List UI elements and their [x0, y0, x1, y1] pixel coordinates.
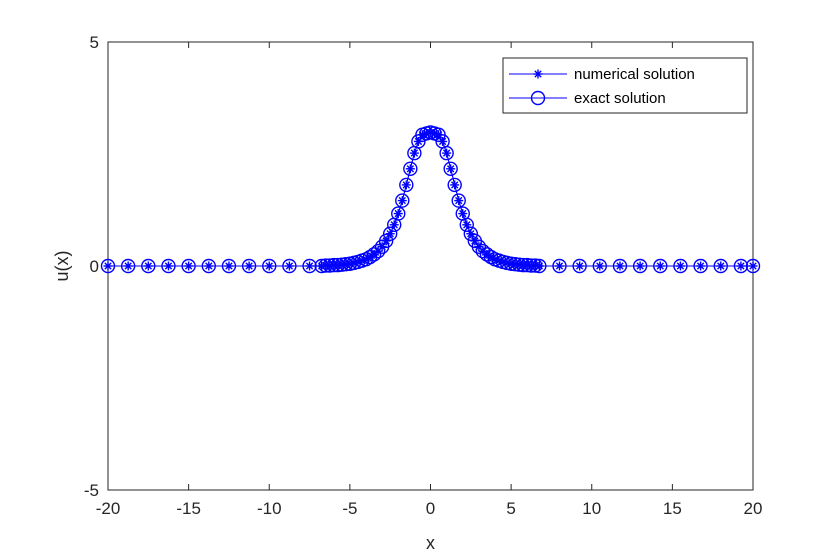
x-tick-label: 5 [506, 499, 515, 518]
data-point [395, 193, 410, 208]
data-point [693, 258, 708, 274]
data-point [471, 239, 487, 254]
data-point [592, 258, 608, 274]
x-tick-label: -10 [257, 499, 282, 518]
data-point [507, 257, 523, 272]
data-point [532, 258, 547, 274]
data-point [673, 258, 688, 274]
data-point [391, 206, 406, 221]
data-point [459, 217, 474, 232]
legend: numerical solution exact solution [502, 57, 748, 114]
data-point [524, 258, 539, 273]
x-tick-label: 10 [582, 499, 601, 518]
data-point [120, 258, 136, 274]
data-point [612, 258, 628, 274]
series-exact-solution [100, 125, 761, 274]
data-point [443, 161, 458, 176]
x-tick-label: -15 [176, 499, 201, 518]
x-tick-label: 0 [426, 499, 435, 518]
data-point [330, 257, 345, 273]
x-tick-label: -5 [342, 499, 357, 518]
data-point [572, 258, 587, 274]
data-point [733, 258, 749, 274]
data-point [479, 247, 495, 262]
data-point [713, 258, 728, 274]
x-axis-label: x [426, 533, 435, 553]
series-layer [100, 125, 761, 274]
data-point [100, 258, 116, 274]
data-point [322, 258, 337, 273]
data-point [318, 258, 333, 273]
data-point [552, 258, 567, 274]
data-point [516, 257, 531, 273]
data-point [370, 244, 386, 259]
y-tick-label: 0 [90, 257, 99, 276]
y-axis-label: u(x) [52, 251, 72, 282]
data-point [439, 145, 454, 161]
data-point [528, 258, 543, 273]
data-point [221, 258, 237, 274]
x-tick-label: 15 [663, 499, 682, 518]
legend-label-exact: exact solution [574, 90, 666, 107]
x-tick-label: -20 [96, 499, 121, 518]
data-point [241, 258, 257, 274]
data-point [262, 258, 277, 274]
data-point [463, 226, 479, 241]
y-tick-label: -5 [84, 481, 99, 500]
data-point [326, 257, 341, 273]
data-point [632, 258, 648, 274]
data-point [378, 233, 394, 249]
legend-box [502, 57, 748, 114]
data-point [451, 193, 466, 208]
data-point [520, 257, 535, 273]
y-tick-label: 5 [90, 33, 99, 52]
data-point [201, 258, 216, 274]
data-point [366, 247, 382, 262]
data-point [447, 177, 462, 193]
legend-label-numerical: numerical solution [574, 66, 695, 83]
data-point [399, 177, 414, 193]
axis-tick-labels: -20 -15 -10 -5 0 5 10 15 20 -5 0 5 [84, 33, 763, 518]
data-point [511, 257, 527, 272]
x-tick-label: 20 [744, 499, 763, 518]
data-point [314, 258, 329, 274]
data-point [141, 258, 156, 274]
data-point [282, 258, 297, 274]
legend-entries [509, 69, 567, 106]
data-point [503, 256, 519, 271]
data-point [403, 161, 418, 176]
data-point [161, 258, 176, 274]
data-point [302, 258, 317, 274]
data-point [745, 258, 761, 274]
data-point [382, 226, 398, 241]
legend-marker-circle [530, 90, 546, 106]
data-point [181, 258, 196, 274]
legend-marker-asterisk [533, 69, 543, 79]
data-point [653, 258, 668, 274]
